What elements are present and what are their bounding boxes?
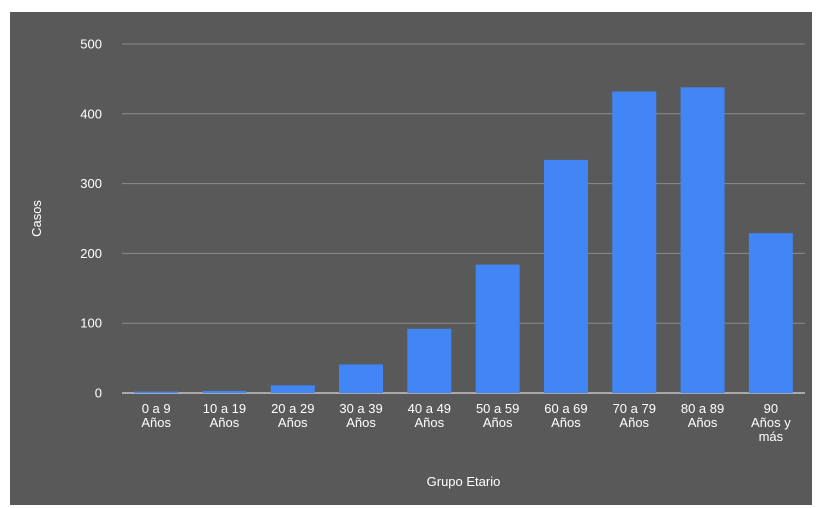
bar (748, 233, 793, 393)
bar-chart: 0 100 200 300 400 500 0 a 9 Años 10 a 19 Años 20 … (29, 37, 805, 489)
bar (202, 390, 247, 393)
y-tick-label: 0 (95, 386, 102, 401)
x-tick-label: 40 a 49 Años (408, 401, 451, 430)
x-axis-title: Grupo Etario (427, 474, 501, 489)
x-tick-label: 0 a 9 Años (141, 401, 171, 430)
bar (475, 264, 520, 393)
x-tick-label: 30 a 39 Años (339, 401, 382, 430)
x-tick-label: 70 a 79 Años (613, 401, 656, 430)
x-axis-ticks: 0 a 9 Años 10 a 19 Años 20 a 29 Años 30 a 39 Añ… (141, 401, 791, 444)
bar (339, 364, 384, 393)
bar (612, 91, 657, 394)
x-tick-label: 60 a 69 Años (544, 401, 587, 430)
y-tick-label: 100 (80, 316, 102, 331)
x-tick-label: 50 a 59 Años (476, 401, 519, 430)
y-tick-label: 400 (80, 106, 102, 121)
bars (134, 87, 793, 394)
y-tick-label: 500 (80, 37, 102, 52)
bar (270, 385, 315, 393)
bar (134, 391, 179, 393)
y-tick-label: 200 (80, 246, 102, 261)
y-axis-ticks: 0 100 200 300 400 500 (80, 37, 102, 401)
bar (543, 159, 588, 393)
bar (407, 328, 452, 393)
chart-container: 0 100 200 300 400 500 0 a 9 Años 10 a 19 Años 20 … (10, 12, 812, 505)
y-axis-title: Casos (29, 200, 44, 237)
x-tick-label: 10 a 19 Años (203, 401, 246, 430)
bar (680, 87, 725, 393)
y-tick-label: 300 (80, 176, 102, 191)
x-tick-label: 80 a 89 Años (681, 401, 724, 430)
x-tick-label: 20 a 29 Años (271, 401, 314, 430)
x-tick-label: 90 Años y más (751, 401, 791, 444)
